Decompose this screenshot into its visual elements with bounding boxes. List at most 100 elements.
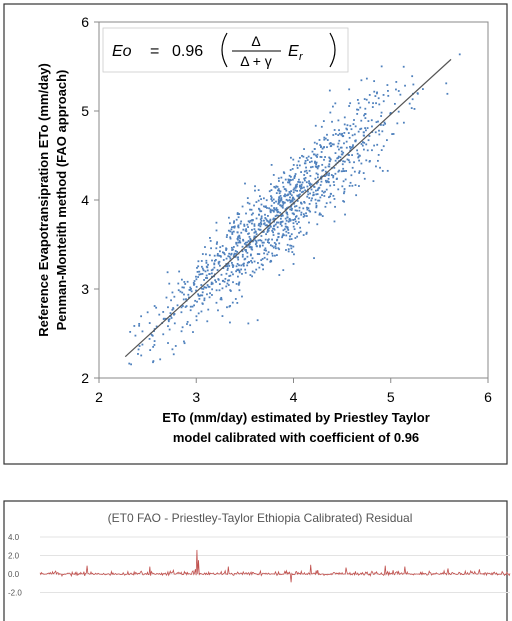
scatter-point [397,110,400,113]
scatter-point [198,270,201,273]
scatter-point [211,259,213,262]
scatter-point [189,305,192,308]
scatter-point [273,227,275,230]
scatter-point [236,213,239,216]
scatter-point [262,241,265,244]
scatter-point [216,269,219,271]
scatter-point [346,128,348,131]
scatter-point [237,268,240,271]
scatter-point [273,228,276,231]
scatter-point [268,221,271,224]
scatter-point [292,158,295,161]
scatter-point [274,186,277,189]
scatter-point [379,123,382,126]
scatter-point [305,166,307,169]
scatter-point [292,197,295,199]
scatter-point [354,139,357,142]
scatter-point [247,261,250,263]
scatter-point [247,226,249,228]
scatter-point [283,188,286,190]
scatter-point [280,214,283,217]
scatter-point [269,260,272,263]
scatter-point [323,138,326,141]
scatter-point [344,213,346,216]
scatter-point [277,221,280,224]
scatter-point [356,108,358,111]
scatter-point [269,211,272,214]
scatter-point [182,286,185,289]
scatter-point [272,210,275,213]
scatter-point [356,99,359,101]
scatter-point [364,117,367,119]
scatter-point [202,288,205,290]
scatter-point [286,227,289,230]
scatter-point [334,159,337,162]
scatter-point [382,100,385,103]
residual-y-tick-label: 4.0 [8,533,20,542]
scatter-point [191,305,194,308]
scatter-point [226,265,229,268]
scatter-point [244,271,247,274]
scatter-point [341,135,344,138]
scatter-point [382,124,385,127]
scatter-point [257,228,260,231]
residual-chart-frame [3,500,508,621]
scatter-point [338,139,341,142]
scatter-point [266,219,269,222]
residual-y-tick-label: 2.0 [8,552,20,561]
scatter-point [365,77,368,80]
y-tick-label: 5 [81,103,89,119]
scatter-point [396,122,399,125]
scatter-point [197,276,200,278]
scatter-point [243,262,245,265]
scatter-point [238,235,241,238]
scatter-point [134,334,137,337]
scatter-point [250,208,253,211]
scatter-point [372,102,374,105]
scatter-point [321,163,324,166]
scatter-point [256,253,259,255]
scatter-point [349,147,352,150]
scatter-point [201,253,204,255]
scatter-point [265,218,268,221]
scatter-point [210,283,213,286]
scatter-point [380,149,383,152]
scatter-point [374,95,377,97]
scatter-point [241,272,243,275]
scatter-point [275,208,277,211]
scatter-point [311,197,313,200]
scatter-point [241,245,244,248]
scatter-point [269,224,272,227]
scatter-point [310,166,312,169]
scatter-point [232,230,235,233]
scatter-point [164,317,167,320]
scatter-point [328,196,330,199]
scatter-point [333,166,336,169]
scatter-point [283,195,286,197]
scatter-point [263,256,266,259]
scatter-point [301,187,303,189]
scatter-point [232,266,234,268]
scatter-point [237,224,240,227]
scatter-point [257,207,260,210]
scatter-point [276,185,279,188]
scatter-point [205,286,208,289]
scatter-point [228,252,231,255]
scatter-point [353,119,355,121]
scatter-point [219,246,222,249]
scatter-point [253,235,256,238]
scatter-point [235,253,237,255]
scatter-point [319,184,322,186]
scatter-point [216,254,219,257]
scatter-point [254,243,257,246]
scatter-point [344,178,347,181]
scatter-point [229,222,231,225]
scatter-point [236,256,239,259]
scatter-point [241,205,244,208]
scatter-point [184,283,187,285]
scatter-point [280,205,283,208]
scatter-point [299,226,302,229]
scatter-point [288,191,291,193]
scatter-point [267,214,269,217]
scatter-point [281,204,284,207]
